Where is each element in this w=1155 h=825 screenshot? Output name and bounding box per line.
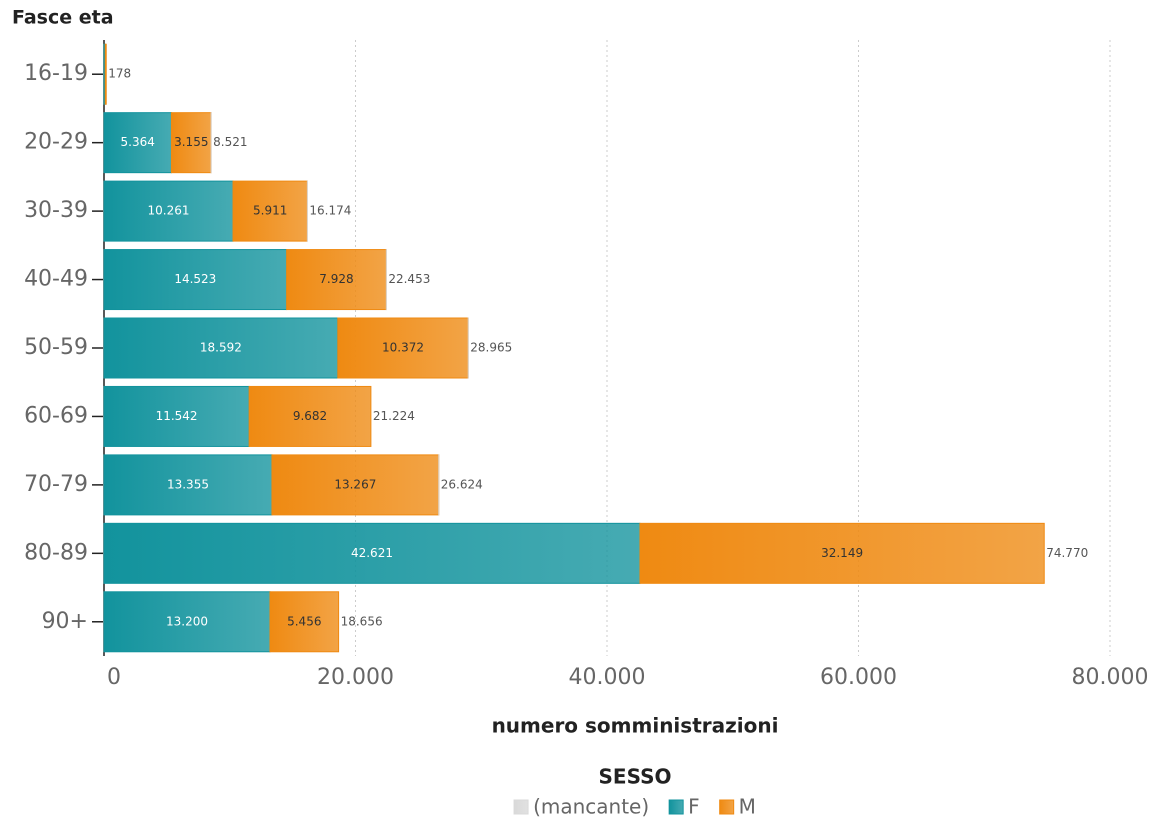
segment-label: 10.372 [382, 341, 424, 355]
legend-item: M [719, 795, 756, 819]
bar-segment [103, 249, 288, 311]
y-tick-label: 70-79 [24, 472, 88, 497]
bar-segment [248, 385, 372, 447]
segment-label: 10.261 [148, 204, 190, 218]
y-tick-label: 40-49 [24, 267, 88, 292]
total-label: 22.453 [388, 272, 430, 286]
bar-segment [337, 317, 469, 379]
legend-item: F [668, 795, 700, 819]
legend-label: M [739, 795, 756, 819]
total-label: 74.770 [1046, 546, 1088, 560]
y-tick-label: 60-69 [24, 403, 88, 428]
total-label: 26.624 [441, 477, 483, 491]
segment-label: 13.267 [334, 477, 376, 491]
legend: (mancante) F M [513, 795, 756, 819]
y-axis-title: Fasce eta [12, 7, 114, 29]
bar-segment [103, 180, 234, 242]
bar-segment [269, 591, 340, 653]
x-tick-label: 80.000 [1072, 665, 1149, 690]
total-label: 16.174 [309, 204, 351, 218]
total-label: 18.656 [341, 614, 383, 628]
segment-label: 32.149 [821, 546, 863, 560]
legend-label: (mancante) [533, 795, 649, 819]
bar-segment [286, 249, 387, 311]
bar-segment [103, 454, 273, 516]
x-tick-label: 0 [107, 665, 121, 690]
segment-label: 11.542 [156, 409, 198, 423]
x-tick-label: 60.000 [820, 665, 897, 690]
x-tick-label: 20.000 [317, 665, 394, 690]
bar-segment [232, 180, 308, 242]
x-tick-label: 40.000 [569, 665, 646, 690]
segment-label: 9.682 [293, 409, 327, 423]
total-label: 28.965 [470, 341, 512, 355]
segment-label: 5.364 [121, 135, 155, 149]
legend-title: SESSO [599, 765, 672, 789]
legend-swatch [668, 799, 684, 815]
legend-swatch [513, 799, 529, 815]
total-label: 8.521 [213, 135, 247, 149]
segment-label: 14.523 [174, 272, 216, 286]
segment-label: 5.911 [253, 204, 287, 218]
y-tick-label: 50-59 [24, 335, 88, 360]
legend-item: (mancante) [513, 795, 649, 819]
y-tick-label: 30-39 [24, 198, 88, 223]
y-tick-label: 90+ [42, 609, 88, 634]
total-label: 178 [108, 67, 131, 81]
legend-label: F [688, 795, 700, 819]
total-label: 21.224 [373, 409, 415, 423]
bar-segment [103, 317, 339, 379]
segment-label: 3.155 [174, 135, 208, 149]
y-tick-label: 80-89 [24, 540, 88, 565]
segment-label: 13.200 [166, 614, 208, 628]
bar-segment [103, 112, 172, 174]
segment-label: 18.592 [200, 341, 242, 355]
bar-segment [271, 454, 440, 516]
bar-segment [103, 591, 271, 653]
y-tick-label: 20-29 [24, 130, 88, 155]
legend-swatch [719, 799, 735, 815]
bar-segment [104, 43, 107, 105]
bar-segment [103, 522, 641, 584]
x-axis-title: numero somministrazioni [492, 714, 779, 738]
segment-label: 5.456 [287, 614, 321, 628]
segment-label: 42.621 [351, 546, 393, 560]
segment-label: 13.355 [167, 477, 209, 491]
y-tick-label: 16-19 [24, 61, 88, 86]
bar-segment [639, 522, 1045, 584]
segment-label: 7.928 [319, 272, 353, 286]
